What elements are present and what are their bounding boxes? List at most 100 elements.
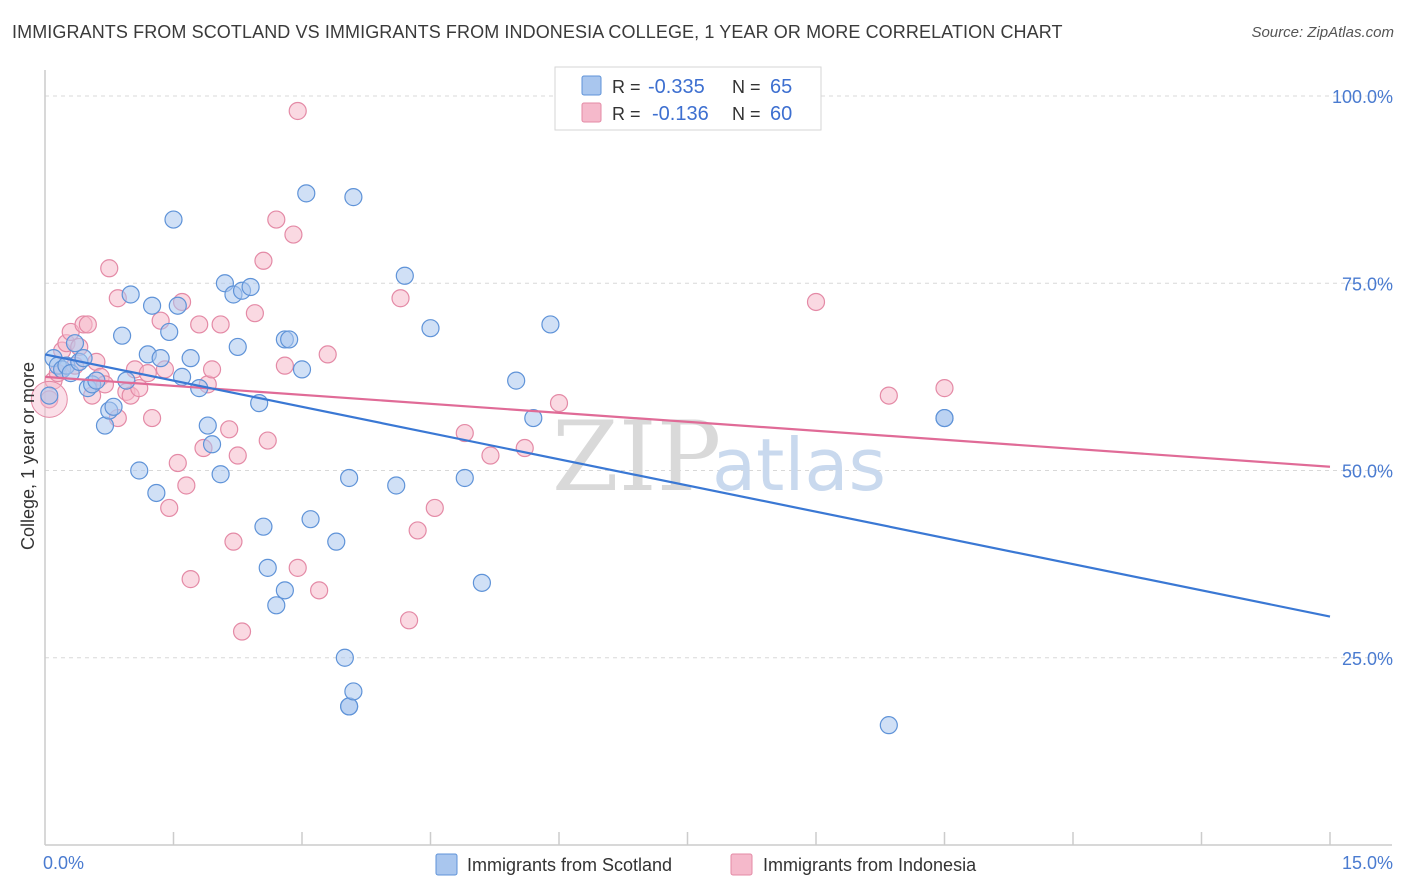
scotland-point	[142, 296, 162, 315]
indonesia-point	[267, 210, 286, 229]
scotland-point	[267, 596, 286, 615]
x-tick-marks	[172, 832, 1331, 845]
x-tick-label-max: 15.0%	[1342, 853, 1393, 873]
scotland-point	[147, 483, 166, 503]
series-legend: Immigrants from Scotland Immigrants from…	[435, 853, 977, 876]
indonesia-point	[202, 360, 222, 379]
scotland-trend-line	[44, 353, 1331, 618]
scotland-point	[95, 416, 115, 435]
indonesia-point	[190, 315, 209, 334]
scotland-point	[121, 285, 140, 304]
legend-swatch-scotland	[581, 75, 602, 96]
x-tick-label-min: 0.0%	[43, 853, 84, 873]
indonesia-point	[78, 315, 97, 334]
scotland-point	[151, 349, 170, 368]
indonesia-point	[232, 622, 252, 641]
indonesia-point	[879, 386, 898, 405]
scotland-point	[181, 349, 200, 368]
scotland-point	[254, 517, 273, 536]
indonesia-point	[142, 408, 162, 428]
trend-lines	[44, 353, 1331, 618]
indonesia-point	[245, 304, 264, 323]
scotland-point	[327, 532, 346, 551]
indonesia-point	[220, 420, 239, 439]
axes	[44, 70, 1392, 846]
stats-legend: R = -0.335 N = 65 R = -0.136 N = 60	[554, 66, 822, 131]
indonesia-point	[310, 581, 329, 600]
scotland-point	[297, 184, 316, 203]
indonesia-point	[284, 225, 303, 244]
scotland-point	[524, 408, 543, 428]
scotland-point	[395, 266, 414, 285]
bottom-legend-label-indonesia: Immigrants from Indonesia	[763, 855, 977, 875]
scotland-point	[455, 468, 474, 488]
grid-lines	[45, 95, 1392, 659]
scotland-point	[344, 188, 363, 207]
scotland-point	[935, 408, 954, 428]
indonesia-trend-line	[44, 375, 1331, 468]
scotland-point	[507, 371, 526, 390]
scotland-point	[168, 296, 187, 315]
scotland-point	[258, 558, 277, 577]
scotland-point	[340, 468, 359, 488]
scotland-point	[65, 334, 85, 353]
legend-r-value-indonesia: -0.136	[652, 103, 709, 125]
scotland-point	[292, 360, 312, 379]
indonesia-point	[318, 345, 337, 364]
scotland-point	[335, 648, 354, 667]
scotland-point	[130, 461, 149, 480]
scotland-point	[104, 397, 123, 416]
scotland-point	[280, 330, 299, 349]
y-tick-label: 50.0%	[1342, 462, 1393, 482]
indonesia-point	[288, 101, 307, 121]
indonesia-point	[391, 289, 410, 308]
scotland-point	[160, 322, 179, 342]
scotland-point	[301, 510, 320, 529]
indonesia-point	[228, 446, 247, 465]
scotland-point	[879, 716, 898, 735]
indonesia-point	[935, 379, 954, 398]
bottom-legend-swatch-scotland	[435, 853, 458, 876]
scotland-point	[228, 337, 247, 357]
scotland-point	[112, 326, 132, 345]
source-credit: Source: ZipAtlas.com	[1251, 24, 1394, 41]
legend-n-label-1: N =	[732, 77, 761, 97]
y-axis-label: College, 1 year or more	[18, 362, 38, 550]
y-tick-label: 100.0%	[1332, 87, 1393, 107]
scotland-point	[472, 573, 491, 592]
scotland-point	[541, 315, 560, 334]
y-tick-label: 75.0%	[1342, 274, 1393, 294]
indonesia-point	[160, 498, 179, 518]
legend-swatch-indonesia	[581, 102, 602, 123]
legend-n-value-scotland: 65	[770, 76, 792, 98]
indonesia-point	[258, 431, 277, 450]
scotland-point	[387, 476, 406, 495]
scotland-point	[241, 277, 260, 297]
indonesia-point	[288, 558, 307, 577]
indonesia-point	[177, 476, 196, 495]
scotland-point	[164, 210, 183, 229]
legend-r-label-2: R =	[612, 104, 641, 124]
y-tick-labels: 100.0% 75.0% 50.0% 25.0%	[1332, 87, 1393, 669]
indonesia-point	[455, 423, 474, 443]
legend-r-label-1: R =	[612, 77, 641, 97]
watermark-atlas: atlas	[712, 423, 886, 507]
indonesia-point	[399, 611, 419, 630]
indonesia-point	[408, 521, 427, 540]
indonesia-point	[211, 315, 230, 334]
scotland-point	[198, 416, 217, 435]
indonesia-point	[275, 356, 294, 375]
indonesia-point	[224, 532, 243, 551]
scotland-point	[275, 581, 294, 600]
indonesia-point	[100, 259, 119, 278]
bottom-legend-label-scotland: Immigrants from Scotland	[467, 855, 672, 875]
indonesia-point	[425, 498, 444, 518]
legend-r-value-scotland: -0.335	[648, 76, 705, 98]
indonesia-point	[549, 393, 569, 413]
indonesia-point	[481, 446, 500, 465]
scotland-point	[40, 386, 59, 405]
chart-title: IMMIGRANTS FROM SCOTLAND VS IMMIGRANTS F…	[12, 22, 1063, 42]
scotland-point	[340, 697, 359, 716]
scotland-point	[117, 371, 136, 390]
